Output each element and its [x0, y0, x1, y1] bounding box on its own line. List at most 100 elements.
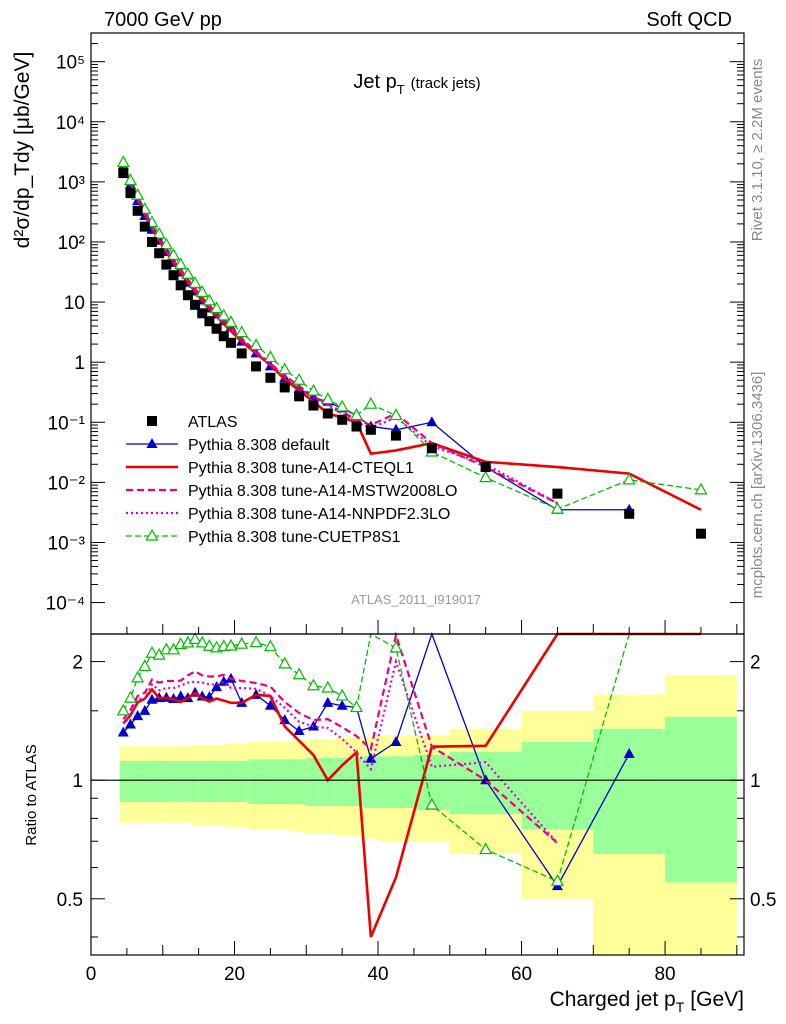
y-tick-label: 10⁻¹	[48, 413, 86, 434]
x-axis-label: Charged jet pT [GeV]	[550, 988, 744, 1015]
series-marker	[217, 308, 231, 321]
band-inner-bin	[198, 760, 206, 803]
atlas-data-point	[236, 348, 247, 359]
y-tick-label: 1	[74, 353, 85, 374]
legend-marker	[145, 528, 159, 541]
x-tick-label: 60	[511, 964, 532, 985]
atlas-data-point	[168, 270, 179, 281]
y-tick-label: 10³	[58, 173, 85, 194]
atlas-data-point	[204, 316, 215, 327]
series-line	[122, 163, 702, 511]
ratio-marker	[224, 638, 238, 651]
ratio-uncertainty-bands	[119, 674, 737, 955]
header-left: 7000 GeV pp	[104, 9, 222, 31]
atlas-data-point	[365, 424, 376, 435]
ratio-marker	[124, 718, 136, 729]
atlas-data-point	[294, 391, 305, 402]
legend: ATLAS Pythia 8.308 default Pythia 8.308 tu…	[126, 414, 457, 546]
ratio-y-tick-label: 1	[72, 771, 83, 792]
band-inner-bin	[220, 760, 228, 803]
band-inner-bin	[126, 760, 135, 803]
atlas-data-point	[480, 462, 491, 473]
series-marker	[426, 416, 438, 427]
series-line	[122, 162, 702, 510]
series-marker	[159, 237, 173, 250]
plot-title-sub: T	[397, 82, 405, 97]
series-marker	[349, 408, 364, 421]
ratio-marker	[195, 635, 209, 648]
band-inner-bin	[184, 760, 192, 803]
atlas-data-point	[426, 443, 437, 454]
ratio-marker	[211, 681, 223, 692]
atlas-data-point	[265, 372, 276, 383]
ratio-marker	[175, 690, 187, 701]
x-tick-label: 0	[86, 964, 97, 985]
ratio-y-tick-label: 0.5	[750, 890, 776, 911]
ratio-marker	[117, 726, 129, 737]
series-marker	[306, 383, 320, 396]
series-marker	[167, 248, 181, 260]
series-line	[122, 165, 630, 511]
atlas-data-point	[351, 421, 362, 432]
series-marker	[321, 392, 335, 405]
ratio-y-tick-label: 2	[72, 653, 83, 674]
ratio-marker	[188, 632, 202, 644]
ratio-panel-series	[91, 631, 744, 938]
axes: 10⁵ 10⁴ 10³ 10² 10 1 10⁻¹ 10⁻² 10⁻³ 10⁻⁴ 0 20 40 60 80…	[46, 32, 776, 985]
band-inner-bin	[155, 760, 163, 803]
ratio-marker	[139, 704, 151, 715]
atlas-data-point	[125, 188, 136, 199]
x-tick-label: 40	[367, 964, 388, 985]
series-marker	[622, 472, 636, 485]
atlas-data-point	[695, 528, 706, 539]
y-tick-label: 10⁻³	[48, 533, 86, 554]
band-inner-bin	[521, 742, 594, 830]
ratio-marker	[264, 699, 276, 710]
series-marker	[210, 301, 224, 314]
ratio-y-tick-label: 2	[750, 653, 761, 674]
ratio-marker	[278, 656, 292, 669]
series-marker	[364, 396, 378, 409]
legend-entry-label: ATLAS	[188, 414, 238, 431]
series-marker	[181, 267, 195, 279]
header-right: Soft QCD	[646, 9, 732, 31]
ratio-panel-frame	[90, 633, 745, 956]
band-inner-bin	[177, 760, 185, 803]
legend-entry-label: Pythia 8.308 tune-A14-NNPDF2.3LO	[188, 506, 450, 523]
series-marker	[116, 155, 130, 168]
band-inner-bin	[119, 760, 127, 803]
ratio-marker	[263, 639, 277, 652]
plot-title-main: Jet p	[353, 71, 396, 93]
ratio-marker	[202, 639, 216, 651]
atlas-data-point	[218, 331, 229, 342]
rivet-version-label: Rivet 3.1.10, ≥ 2.2M events	[749, 59, 766, 242]
y-tick-label: 10⁻²	[48, 473, 86, 494]
y-tick-label: 10	[64, 293, 85, 314]
series-marker	[694, 482, 708, 495]
series-marker	[249, 338, 263, 351]
series-marker	[479, 470, 493, 483]
ratio-marker	[203, 691, 215, 702]
ratio-marker	[623, 747, 635, 758]
atlas-data-point	[154, 248, 165, 259]
analysis-label: ATLAS_2011_I919017	[351, 592, 481, 607]
series-marker	[278, 362, 292, 375]
atlas-data-point	[624, 508, 635, 519]
ratio-marker	[292, 667, 306, 680]
series-marker	[152, 226, 166, 239]
band-inner-bin	[162, 760, 170, 803]
ratio-marker	[249, 635, 263, 648]
ratio-y-tick-label: 1	[750, 771, 761, 792]
ratio-marker	[389, 640, 403, 653]
legend-marker	[146, 438, 158, 448]
y-axis-label-main: d²σ/dp_Tdy [μb/GeV]	[11, 52, 34, 249]
x-axis-label-main: Charged jet p	[550, 988, 676, 1011]
atlas-data-point	[308, 400, 319, 411]
ratio-marker	[123, 690, 137, 703]
legend-entry-label: Pythia 8.308 tune-A14-MSTW2008LO	[188, 483, 457, 500]
atlas-data-point	[337, 414, 348, 425]
ratio-marker	[425, 797, 439, 810]
band-inner-bin	[141, 760, 149, 803]
ratio-marker	[131, 670, 145, 683]
